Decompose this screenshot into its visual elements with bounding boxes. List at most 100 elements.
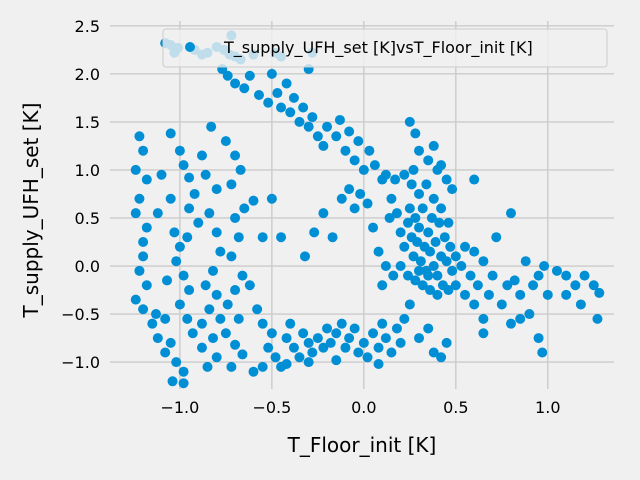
data-point bbox=[222, 299, 233, 310]
data-point bbox=[318, 140, 329, 151]
data-point bbox=[380, 333, 391, 344]
data-point bbox=[417, 280, 428, 291]
data-point bbox=[373, 246, 384, 257]
y-axis-ticks: −1.0 −0.5 0.0 0.5 1.0 1.5 2.0 2.5 bbox=[61, 17, 100, 372]
plot-background bbox=[110, 21, 614, 389]
data-point bbox=[443, 217, 454, 228]
y-tick-label: −1.0 bbox=[61, 353, 100, 372]
data-point bbox=[299, 251, 310, 262]
data-point bbox=[528, 280, 539, 291]
data-point bbox=[331, 131, 342, 142]
data-point bbox=[505, 208, 516, 219]
data-point bbox=[220, 328, 231, 339]
data-point bbox=[226, 361, 237, 372]
data-point bbox=[414, 265, 425, 276]
data-point bbox=[171, 357, 182, 368]
data-point bbox=[165, 128, 176, 139]
data-point bbox=[322, 121, 333, 132]
data-point bbox=[414, 145, 425, 156]
data-point bbox=[230, 285, 241, 296]
data-point bbox=[377, 280, 388, 291]
data-point bbox=[248, 366, 259, 377]
data-point bbox=[196, 150, 207, 161]
data-point bbox=[318, 208, 329, 219]
data-point bbox=[270, 352, 281, 363]
data-point bbox=[469, 174, 480, 185]
data-point bbox=[428, 140, 439, 151]
data-point bbox=[450, 251, 461, 262]
data-point bbox=[509, 275, 520, 286]
data-point bbox=[239, 203, 250, 214]
data-point bbox=[404, 203, 415, 214]
data-point bbox=[353, 347, 364, 358]
data-point bbox=[388, 270, 399, 281]
data-point bbox=[515, 289, 526, 300]
data-point bbox=[281, 78, 292, 89]
y-tick-label: −0.5 bbox=[61, 305, 100, 324]
data-point bbox=[281, 333, 292, 344]
data-point bbox=[395, 227, 406, 238]
y-tick-label: 1.0 bbox=[75, 161, 100, 180]
data-point bbox=[423, 227, 434, 238]
data-point bbox=[430, 236, 441, 247]
x-tick-label: 1.0 bbox=[535, 398, 560, 417]
data-point bbox=[165, 193, 176, 204]
data-point bbox=[432, 270, 443, 281]
data-point bbox=[220, 136, 231, 147]
data-point bbox=[138, 304, 149, 315]
data-point bbox=[380, 261, 391, 272]
data-point bbox=[570, 280, 581, 291]
data-point bbox=[402, 270, 413, 281]
data-point bbox=[377, 318, 388, 329]
legend-label: T_supply_UFH_set [K]vsT_Floor_init [K] bbox=[223, 38, 533, 58]
data-point bbox=[307, 347, 318, 358]
data-point bbox=[386, 193, 397, 204]
data-point bbox=[156, 169, 167, 180]
data-point bbox=[579, 270, 590, 281]
data-point bbox=[505, 318, 516, 329]
data-point bbox=[288, 342, 299, 353]
data-point bbox=[239, 83, 250, 94]
data-point bbox=[368, 328, 379, 339]
data-point bbox=[537, 347, 548, 358]
data-point bbox=[276, 232, 287, 243]
data-point bbox=[390, 174, 401, 185]
data-point bbox=[340, 145, 351, 156]
data-point bbox=[178, 160, 189, 171]
data-point bbox=[426, 212, 437, 223]
legend-box bbox=[162, 28, 608, 68]
data-point bbox=[257, 361, 268, 372]
data-point bbox=[327, 232, 338, 243]
data-point bbox=[138, 236, 149, 247]
data-point bbox=[202, 361, 213, 372]
data-point bbox=[404, 116, 415, 127]
data-point bbox=[130, 164, 141, 175]
data-point bbox=[318, 342, 329, 353]
data-point bbox=[425, 285, 436, 296]
data-point bbox=[353, 136, 364, 147]
data-point bbox=[436, 203, 447, 214]
data-point bbox=[312, 131, 323, 142]
data-point bbox=[460, 241, 471, 252]
data-point bbox=[211, 184, 222, 195]
data-point bbox=[208, 265, 219, 276]
data-point bbox=[520, 256, 531, 267]
data-point bbox=[412, 236, 423, 247]
data-point bbox=[592, 313, 603, 324]
data-point bbox=[373, 342, 384, 353]
data-point bbox=[380, 169, 391, 180]
plot-area bbox=[110, 21, 614, 389]
x-tick-label: 0.0 bbox=[351, 398, 376, 417]
data-point bbox=[410, 128, 421, 139]
data-point bbox=[395, 261, 406, 272]
data-point bbox=[434, 217, 445, 228]
data-point bbox=[233, 232, 244, 243]
data-point bbox=[410, 275, 421, 286]
data-point bbox=[402, 217, 413, 228]
data-point bbox=[561, 270, 572, 281]
x-tick-label: 0.5 bbox=[443, 398, 468, 417]
data-point bbox=[456, 261, 467, 272]
legend: T_supply_UFH_set [K]vsT_Floor_init [K] bbox=[162, 28, 608, 68]
data-point bbox=[575, 299, 586, 310]
data-point bbox=[533, 270, 544, 281]
